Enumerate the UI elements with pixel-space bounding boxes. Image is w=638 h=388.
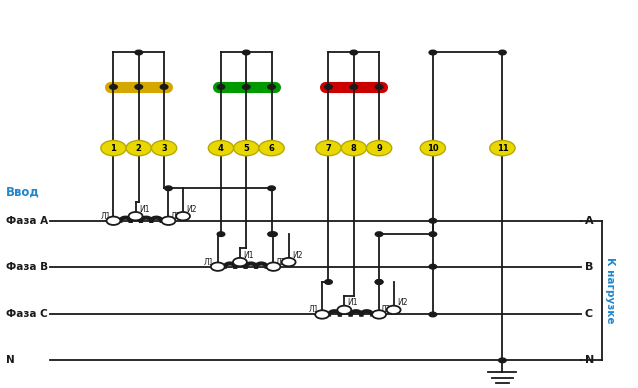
- Circle shape: [129, 212, 142, 220]
- Circle shape: [366, 140, 392, 156]
- Circle shape: [325, 280, 332, 284]
- Text: 4: 4: [218, 144, 224, 152]
- Text: 11: 11: [496, 144, 508, 152]
- Circle shape: [325, 85, 332, 89]
- Text: 1: 1: [110, 144, 116, 152]
- Text: И2: И2: [186, 205, 197, 214]
- Circle shape: [429, 312, 436, 317]
- Circle shape: [135, 85, 142, 89]
- Circle shape: [135, 50, 142, 55]
- Text: N: N: [6, 355, 15, 365]
- Text: Ввод: Ввод: [6, 185, 40, 199]
- Circle shape: [375, 280, 383, 284]
- Circle shape: [161, 217, 175, 225]
- Circle shape: [375, 280, 383, 284]
- Circle shape: [429, 218, 436, 223]
- Circle shape: [350, 85, 357, 89]
- Circle shape: [101, 140, 126, 156]
- Circle shape: [234, 140, 259, 156]
- Text: Л2: Л2: [276, 258, 286, 267]
- Circle shape: [429, 264, 436, 269]
- Text: И2: И2: [292, 251, 302, 260]
- Circle shape: [217, 232, 225, 236]
- Circle shape: [107, 217, 121, 225]
- Circle shape: [233, 258, 247, 266]
- Circle shape: [176, 212, 190, 220]
- Circle shape: [126, 140, 151, 156]
- Circle shape: [211, 262, 225, 271]
- Circle shape: [151, 140, 177, 156]
- Text: Фаза C: Фаза C: [6, 310, 48, 319]
- Text: Л2: Л2: [381, 305, 391, 314]
- Circle shape: [341, 140, 366, 156]
- Circle shape: [160, 85, 168, 89]
- Text: Фаза A: Фаза A: [6, 216, 48, 226]
- Text: Л1: Л1: [204, 258, 214, 267]
- Text: 10: 10: [427, 144, 439, 152]
- Circle shape: [429, 50, 436, 55]
- Text: 7: 7: [325, 144, 331, 152]
- Circle shape: [372, 310, 386, 319]
- Circle shape: [429, 232, 436, 236]
- Text: 8: 8: [351, 144, 357, 152]
- Circle shape: [420, 140, 445, 156]
- Circle shape: [270, 232, 278, 236]
- Text: B: B: [584, 262, 593, 272]
- Text: И1: И1: [138, 205, 149, 214]
- Circle shape: [338, 306, 352, 314]
- Text: К нагрузке: К нагрузке: [605, 257, 615, 324]
- Circle shape: [268, 85, 276, 89]
- Text: 3: 3: [161, 144, 167, 152]
- Circle shape: [387, 306, 401, 314]
- Circle shape: [375, 232, 383, 236]
- Text: N: N: [584, 355, 594, 365]
- Text: Л1: Л1: [308, 305, 318, 314]
- Text: И1: И1: [243, 251, 254, 260]
- Circle shape: [209, 140, 234, 156]
- Circle shape: [316, 140, 341, 156]
- Text: И2: И2: [397, 298, 407, 308]
- Text: A: A: [584, 216, 593, 226]
- Circle shape: [315, 310, 329, 319]
- Circle shape: [242, 50, 250, 55]
- Circle shape: [499, 358, 506, 363]
- Circle shape: [350, 50, 357, 55]
- Circle shape: [242, 85, 250, 89]
- Circle shape: [110, 85, 117, 89]
- Circle shape: [282, 258, 295, 266]
- Text: 6: 6: [269, 144, 274, 152]
- Text: Л1: Л1: [101, 212, 111, 221]
- Circle shape: [375, 85, 383, 89]
- Circle shape: [267, 262, 281, 271]
- Circle shape: [268, 232, 276, 236]
- Text: C: C: [584, 310, 593, 319]
- Circle shape: [165, 186, 172, 191]
- Circle shape: [490, 140, 515, 156]
- Text: 5: 5: [243, 144, 249, 152]
- Text: 2: 2: [136, 144, 142, 152]
- Text: И1: И1: [348, 298, 358, 308]
- Circle shape: [499, 50, 506, 55]
- Text: Фаза B: Фаза B: [6, 262, 48, 272]
- Text: Л2: Л2: [170, 212, 181, 221]
- Text: 9: 9: [376, 144, 382, 152]
- Circle shape: [259, 140, 284, 156]
- Circle shape: [217, 85, 225, 89]
- Circle shape: [268, 186, 276, 191]
